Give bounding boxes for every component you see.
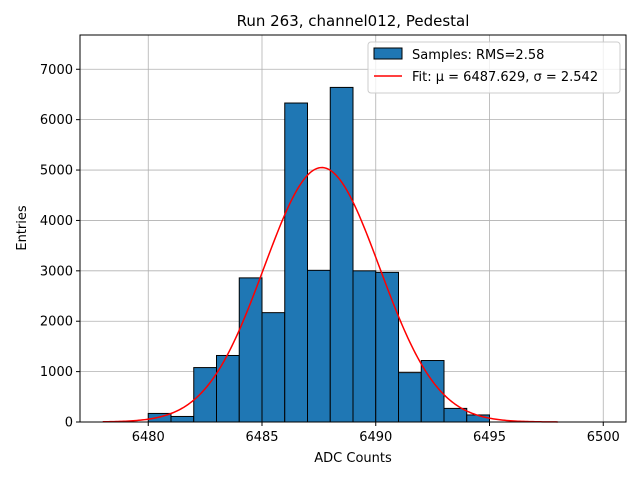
histogram-bar (170, 415, 195, 423)
y-axis-ticks: 0 1000 2000 3000 4000 5000 6000 7000 (40, 63, 80, 431)
legend-histogram-swatch (373, 47, 403, 60)
x-tick-label: 6500 (587, 430, 620, 445)
histogram-bar (443, 407, 468, 423)
y-tick-label: 6000 (40, 113, 73, 128)
x-axis-ticks: 6480 6485 6490 6495 6500 (132, 422, 620, 445)
histogram-bar (307, 269, 331, 423)
y-tick-label: 3000 (40, 264, 73, 279)
y-tick-label: 2000 (40, 315, 73, 330)
histogram-bar (398, 372, 422, 423)
histogram-bar (238, 277, 263, 423)
histogram-bar (284, 102, 308, 423)
legend-fit-label: Fit: μ = 6487.629, σ = 2.542 (412, 70, 598, 85)
x-tick-label: 6485 (245, 430, 278, 445)
gaussian-fit-curve (102, 166, 558, 423)
y-tick-label: 5000 (40, 164, 73, 179)
legend-histogram-label: Samples: RMS=2.58 (412, 48, 544, 63)
histogram-bar (329, 86, 354, 423)
histogram-bars (147, 86, 490, 423)
legend-box (367, 41, 621, 94)
histogram-bar (352, 270, 377, 423)
x-axis-label: ADC Counts (314, 451, 392, 466)
histogram-bar (193, 367, 217, 423)
legend: Samples: RMS=2.58 Fit: μ = 6487.629, σ =… (367, 41, 621, 94)
plot-frame (79, 34, 627, 423)
histogram-bar (261, 312, 286, 423)
y-tick-label: 1000 (40, 365, 73, 380)
histogram-bar (216, 354, 240, 423)
x-tick-label: 6480 (132, 430, 165, 445)
y-axis-label: Entries (15, 205, 30, 251)
x-tick-label: 6490 (359, 430, 392, 445)
chart-title: Run 263, channel012, Pedestal (237, 12, 470, 30)
y-tick-label: 7000 (40, 63, 73, 78)
y-tick-label: 4000 (40, 214, 73, 229)
x-tick-label: 6495 (473, 430, 506, 445)
histogram-bar (375, 271, 399, 423)
y-tick-label: 0 (65, 416, 73, 431)
